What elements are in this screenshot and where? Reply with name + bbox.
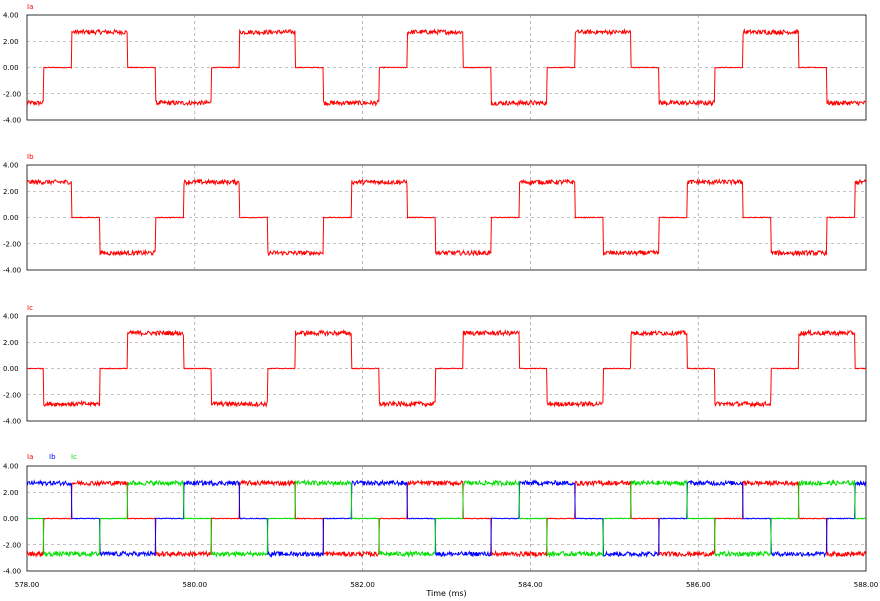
y-tick-label: 2.00 [3, 489, 19, 497]
panel-label: Ia [27, 3, 33, 11]
y-tick-label: 0.00 [3, 214, 19, 222]
x-tick-label: 584.00 [518, 581, 543, 589]
panel-3: 4.00 2.00 0.00 -2.00 -4.00 Ic [3, 304, 867, 426]
series-line-ib [27, 478, 866, 559]
y-tick-label: 4.00 [3, 463, 19, 471]
x-tick-label: 578.00 [15, 581, 40, 589]
x-tick-label: 588.00 [854, 581, 879, 589]
legend-entry: Ia [27, 453, 33, 461]
y-tick-label: 2.00 [3, 38, 19, 46]
legend-entry: Ib [49, 453, 56, 461]
series-line-ia [27, 479, 866, 559]
panel-label: Ib [27, 153, 34, 161]
y-tick-label: 0.00 [3, 515, 19, 523]
y-tick-label: -4.00 [3, 267, 21, 275]
series-line-ib [27, 178, 866, 257]
panel-2: 4.00 2.00 0.00 -2.00 -4.00 Ib [3, 153, 867, 275]
y-tick-label: -2.00 [3, 391, 21, 399]
x-tick-label: 586.00 [686, 581, 711, 589]
legend-entry: Ic [71, 453, 77, 461]
panel-4: 4.00 2.00 0.00 -2.00 -4.00 Ia Ib Ic [3, 453, 867, 576]
y-tick-label: 4.00 [3, 162, 19, 170]
y-tick-label: 0.00 [3, 365, 19, 373]
y-tick-label: 4.00 [3, 313, 19, 321]
x-tick-label: 580.00 [183, 581, 208, 589]
y-tick-label: 0.00 [3, 64, 19, 72]
y-tick-label: -4.00 [3, 117, 21, 125]
y-tick-label: 2.00 [3, 339, 19, 347]
y-tick-label: -2.00 [3, 541, 21, 549]
y-tick-label: -4.00 [3, 568, 21, 576]
x-axis-label: Time (ms) [425, 589, 466, 598]
y-tick-label: -4.00 [3, 418, 21, 426]
series-line-ia [27, 28, 866, 107]
series-line-ic [27, 328, 866, 409]
series-line-ic [27, 478, 866, 559]
y-tick-label: -2.00 [3, 240, 21, 248]
panel-label: Ic [27, 304, 33, 312]
y-tick-label: 4.00 [3, 12, 19, 20]
y-tick-label: 2.00 [3, 188, 19, 196]
x-tick-label: 582.00 [350, 581, 375, 589]
panel-1: 4.00 2.00 0.00 -2.00 -4.00 Ia [3, 3, 867, 125]
y-tick-label: -2.00 [3, 90, 21, 98]
